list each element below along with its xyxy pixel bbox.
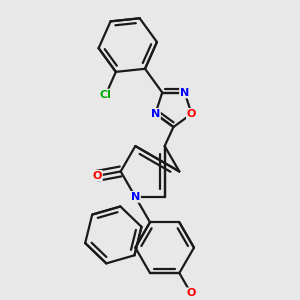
Text: O: O [187, 109, 196, 119]
Text: N: N [131, 192, 140, 202]
Text: N: N [151, 109, 160, 119]
Text: O: O [92, 171, 102, 181]
Text: O: O [186, 288, 196, 298]
Text: Cl: Cl [100, 90, 112, 100]
Text: N: N [180, 88, 189, 98]
